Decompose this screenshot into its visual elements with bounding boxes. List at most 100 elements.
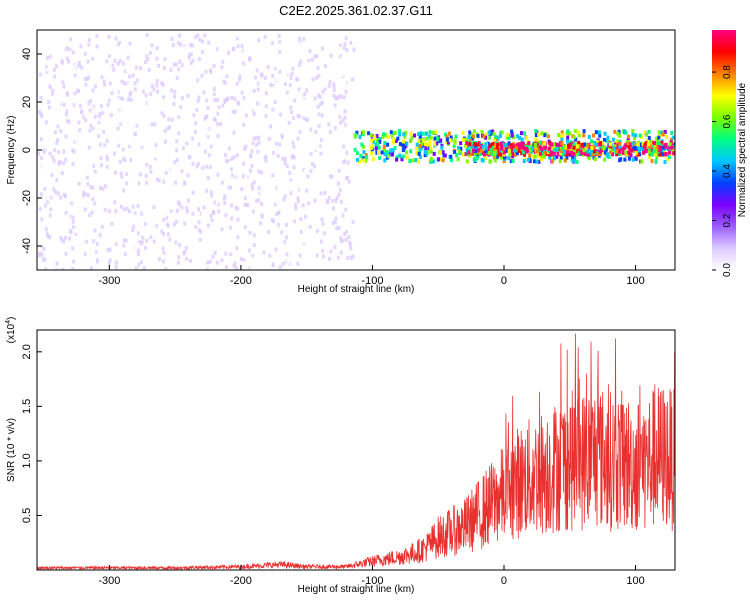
spectrogram-cell bbox=[317, 93, 320, 98]
spectrogram-cell bbox=[537, 159, 541, 164]
spectrogram-cell bbox=[113, 58, 117, 63]
spectrogram-cell bbox=[330, 125, 333, 130]
spectrogram-cell bbox=[248, 142, 252, 147]
spectrogram-cell bbox=[236, 176, 240, 181]
spectrogram-cell bbox=[156, 177, 159, 182]
spectrogram-cell bbox=[235, 153, 239, 158]
spectrogram-cell bbox=[166, 232, 170, 237]
spectrogram-cell bbox=[74, 122, 78, 127]
spectrogram-cell bbox=[144, 246, 148, 250]
spectrogram-cell bbox=[272, 86, 275, 91]
spectrogram-cell bbox=[233, 221, 236, 226]
spectrogram-cell bbox=[262, 65, 266, 70]
spectrogram-cell bbox=[660, 151, 664, 156]
spectrogram-cell bbox=[663, 129, 667, 134]
spectrogram-cell bbox=[449, 135, 453, 140]
spectrogram-cell bbox=[106, 157, 109, 162]
snr-y-axis-label: SNR (10 * v/v) bbox=[6, 418, 17, 482]
spectrogram-cell bbox=[521, 150, 525, 155]
spectrogram-cell bbox=[362, 158, 366, 163]
spectrogram-cell bbox=[98, 264, 102, 269]
spectrogram-cell bbox=[294, 203, 298, 207]
spectrogram-cell bbox=[129, 158, 133, 162]
spectrogram-cell bbox=[38, 179, 42, 184]
spectrogram-cell bbox=[42, 204, 46, 209]
spectrogram-cell bbox=[464, 151, 468, 156]
spectrogram-cell bbox=[339, 120, 343, 125]
spectrogram-cell bbox=[514, 145, 518, 150]
spectrogram-cell bbox=[235, 81, 239, 86]
spectrogram-cell bbox=[503, 149, 507, 154]
spectrogram-cell bbox=[315, 54, 319, 59]
spectrogram-cell bbox=[298, 130, 302, 135]
spectrogram-cell bbox=[271, 74, 275, 78]
spectrogram-cell bbox=[316, 104, 320, 109]
spectrogram-cell bbox=[611, 137, 615, 142]
spectrogram-cell bbox=[259, 191, 263, 196]
spectrogram-cell bbox=[191, 43, 195, 48]
spectrogram-cell bbox=[80, 76, 83, 80]
spectrogram-cell bbox=[97, 237, 100, 242]
spectrogram-cell bbox=[149, 179, 153, 184]
spectrogram-cell bbox=[104, 231, 108, 236]
spectrogram-cell bbox=[386, 142, 390, 147]
spectrogram-cell bbox=[120, 79, 124, 84]
spectrogram-cell bbox=[166, 152, 170, 157]
spectrogram-cell bbox=[212, 87, 216, 91]
spectrogram-cell bbox=[560, 141, 564, 146]
spectrogram-cell bbox=[394, 138, 398, 143]
spectrogram-cell bbox=[127, 97, 131, 102]
spectrogram-cell bbox=[624, 130, 628, 135]
spectrogram-cell bbox=[289, 193, 293, 198]
spectrogram-cell bbox=[218, 102, 222, 107]
spectrogram-cell bbox=[87, 101, 91, 106]
spectrogram-cell bbox=[52, 187, 56, 192]
spectrogram-cell bbox=[343, 115, 347, 120]
spectrogram-cell bbox=[278, 90, 282, 95]
spectrogram-cell bbox=[107, 34, 111, 39]
spectrogram-cell bbox=[362, 150, 366, 155]
spectrogram-cell bbox=[66, 165, 70, 170]
spectrogram-cell bbox=[196, 161, 200, 166]
spectrogram-cell bbox=[557, 133, 561, 137]
spectrogram-cell bbox=[560, 135, 563, 140]
spectrogram-cell bbox=[47, 105, 51, 110]
spectrogram-cell bbox=[514, 152, 518, 157]
spectrogram-cell bbox=[225, 74, 229, 79]
spectrogram-cell bbox=[526, 145, 530, 150]
spectrogram-cell bbox=[404, 131, 408, 135]
spectrogram-cell bbox=[127, 128, 131, 133]
spectrogram-cell bbox=[89, 185, 93, 189]
spectrogram-cell bbox=[296, 248, 300, 253]
spectrogram-cell bbox=[402, 132, 406, 137]
spectrogram-cell bbox=[91, 197, 95, 202]
spectrogram-cell bbox=[227, 185, 231, 190]
spectrogram-cell bbox=[131, 73, 135, 78]
spectrogram-cell bbox=[242, 122, 246, 127]
spectrogram-cell bbox=[632, 136, 636, 141]
spectrogram-cell bbox=[206, 126, 210, 131]
spectrogram-cell bbox=[308, 48, 312, 53]
spectrogram-cell bbox=[122, 52, 126, 57]
spectrogram-cell bbox=[47, 52, 51, 57]
spectrogram-cell bbox=[277, 211, 281, 216]
spectrogram-cell bbox=[398, 142, 402, 146]
spectrogram-cell bbox=[133, 131, 137, 136]
spectrogram-cell bbox=[631, 146, 635, 151]
spectrogram-cell bbox=[492, 149, 496, 154]
spectrogram-cell bbox=[278, 238, 282, 243]
spectrogram-cell bbox=[133, 81, 137, 86]
spectrogram-cell bbox=[38, 207, 42, 211]
spectrogram-cell bbox=[615, 149, 619, 153]
spectrogram-cell bbox=[640, 159, 644, 164]
spectrogram-cell bbox=[46, 150, 50, 155]
spectrogram-cell bbox=[227, 159, 230, 164]
spectrogram-cell bbox=[500, 130, 504, 135]
spectrogram-cell bbox=[181, 146, 185, 151]
spectrogram-cell bbox=[591, 152, 595, 157]
spectrogram-y-tick-label: 0 bbox=[21, 147, 33, 153]
spectrogram-cell bbox=[39, 112, 43, 117]
spectrogram-cell bbox=[627, 145, 631, 150]
spectrogram-cell bbox=[626, 141, 630, 146]
spectrogram-cell bbox=[205, 239, 209, 244]
